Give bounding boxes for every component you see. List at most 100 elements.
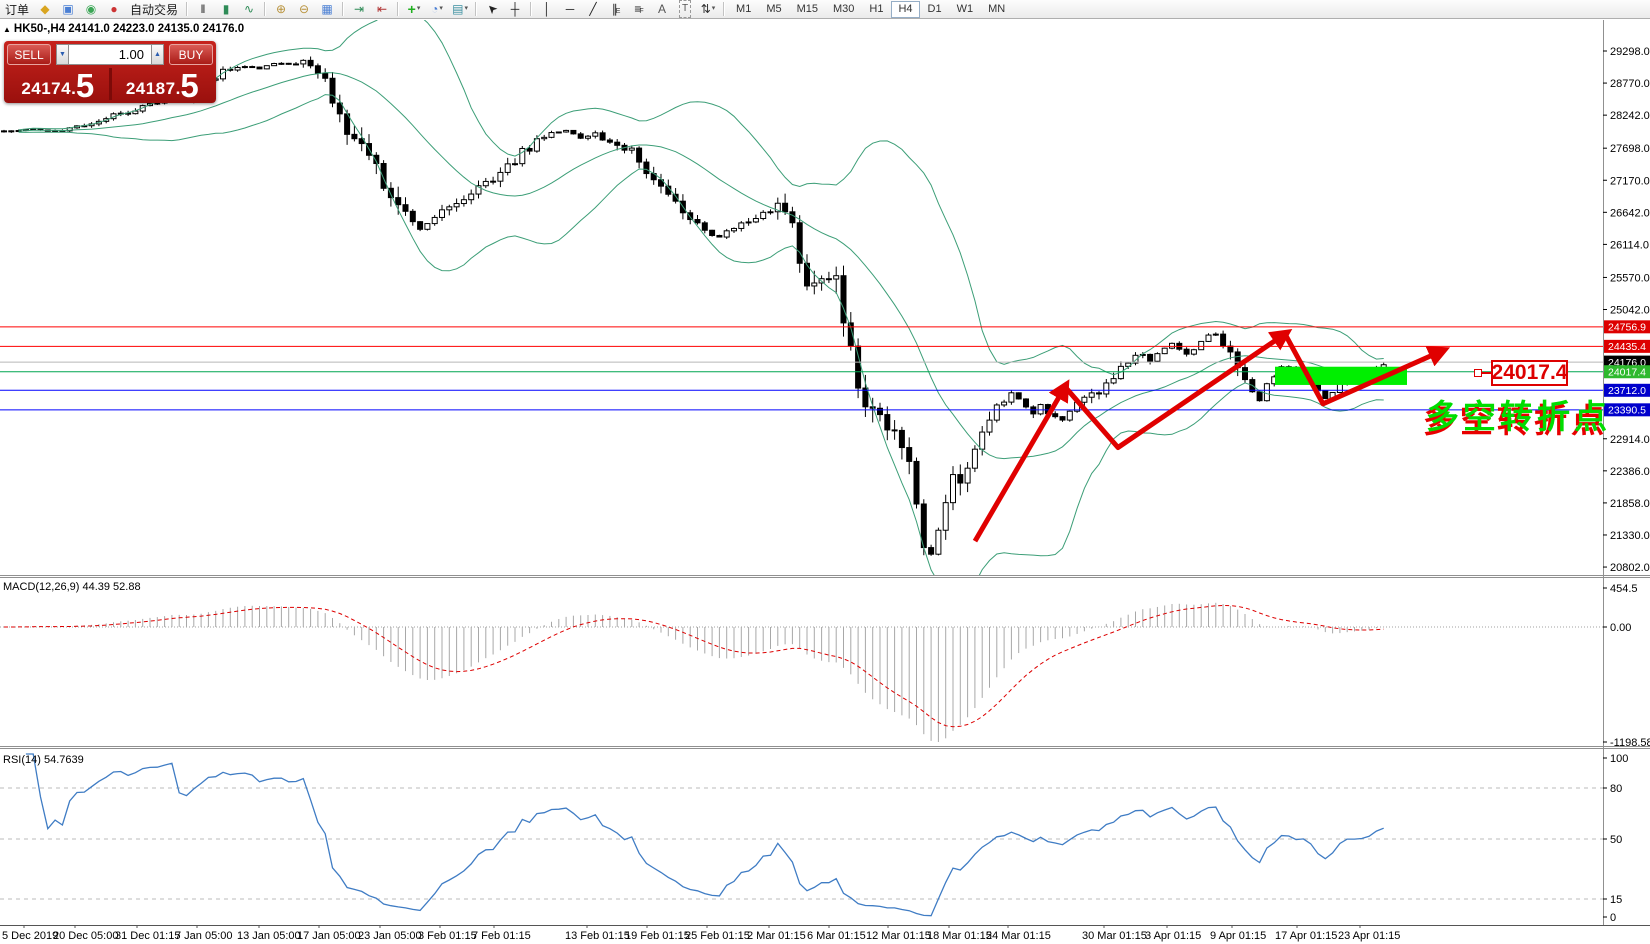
time-tick: 2 Mar 01:15 xyxy=(747,930,806,942)
price-tick-25042.0: 25042.0 xyxy=(1610,305,1650,317)
time-tick: 25 Feb 01:15 xyxy=(685,930,750,942)
annotation-handle xyxy=(1479,372,1493,374)
template-icon[interactable]: ▤ ▾ xyxy=(452,2,468,16)
toolbar-separator xyxy=(397,2,400,16)
time-tick: 3 Apr 01:15 xyxy=(1145,930,1201,942)
svg-text:24756.9: 24756.9 xyxy=(1608,322,1646,334)
timeframe-d1[interactable]: D1 xyxy=(927,2,942,15)
crosshair-icon[interactable]: ┼ xyxy=(510,2,520,16)
vertical-line-icon[interactable]: │ xyxy=(543,2,551,16)
autotrade-icon[interactable]: ● xyxy=(110,2,118,16)
rsi-line xyxy=(25,753,1384,917)
svg-text:24017.4: 24017.4 xyxy=(1608,367,1646,379)
channel-icon[interactable]: ∥ E xyxy=(611,2,621,16)
bollinger-lower-band xyxy=(18,94,1384,576)
time-tick: 13 Jan 05:00 xyxy=(237,930,301,942)
timeframe-h1[interactable]: H1 xyxy=(869,2,884,15)
turning-point-annotation[interactable]: 多空转折点 xyxy=(1426,398,1611,435)
price-badges: 24756.924435.424176.024017.423712.023390… xyxy=(1604,320,1650,417)
price-badge-23390.5 xyxy=(1604,403,1650,417)
timeframe-m5[interactable]: M5 xyxy=(766,2,782,15)
volume-up-button[interactable]: ▲ xyxy=(151,44,164,65)
macd-tick-0.00: 0.00 xyxy=(1610,622,1631,634)
text-label-icon[interactable]: T xyxy=(674,0,696,18)
one-click-trading-panel: SELL ▼ 1.00 ▲ BUY 24174. 5 24187. 5 xyxy=(4,41,216,103)
time-tick: 6 Mar 01:15 xyxy=(807,930,866,942)
new-order-label[interactable]: 订单 xyxy=(5,2,30,17)
macd-tick-454.5: 454.5 xyxy=(1610,583,1638,595)
sell-price-dot: . xyxy=(71,79,76,98)
trendline-icon[interactable]: ╱ xyxy=(589,2,597,16)
horizontal-line-icon[interactable]: ─ xyxy=(565,2,575,16)
timeframe-mn[interactable]: MN xyxy=(988,2,1006,15)
timeframe-w1[interactable]: W1 xyxy=(956,2,974,15)
price-annotation-label[interactable]: 24017.4 xyxy=(1474,360,1568,386)
buy-price-pip: 5 xyxy=(180,66,199,104)
toolbar-separator xyxy=(530,2,533,16)
price-tick-20802.0: 20802.0 xyxy=(1610,562,1650,574)
chart-window-icon: ▲ xyxy=(3,25,11,34)
arrows-icon[interactable]: ⇅ ▾ xyxy=(700,2,716,16)
time-tick: 13 Feb 01:15 xyxy=(565,930,630,942)
rsi-tick-15: 15 xyxy=(1610,894,1622,906)
timeframe-h4[interactable]: H4 xyxy=(891,0,920,18)
timeframe-m1[interactable]: M1 xyxy=(736,2,752,15)
time-tick: 17 Jan 05:00 xyxy=(297,930,361,942)
price-annotation-value: 24017.4 xyxy=(1491,361,1568,384)
price-tick-22914.0: 22914.0 xyxy=(1610,434,1650,446)
signal-icon[interactable]: ◉ xyxy=(85,2,97,16)
timeframe-m15[interactable]: M15 xyxy=(796,2,818,15)
zoom-out-icon[interactable]: ⊖ xyxy=(299,2,310,16)
time-tick: 12 Mar 01:15 xyxy=(866,930,931,942)
time-tick: 7 Feb 01:15 xyxy=(472,930,531,942)
tile-windows-icon[interactable]: ▦ xyxy=(321,2,333,16)
toolbar-separator xyxy=(342,2,345,16)
time-tick: 23 Apr 01:15 xyxy=(1338,930,1400,942)
autotrade-label[interactable]: 自动交易 xyxy=(130,2,179,17)
buy-button[interactable]: BUY xyxy=(169,44,213,65)
sell-price-main: 24174 xyxy=(21,79,72,98)
text-icon[interactable]: A xyxy=(658,2,667,16)
trend-arrow-segment-2 xyxy=(1063,328,1293,450)
time-tick: 7 Jan 05:00 xyxy=(175,930,233,942)
sell-price[interactable]: 24174. 5 xyxy=(7,66,109,104)
chart-title-text: HK50-,H4 24141.0 24223.0 24135.0 24176.0 xyxy=(13,23,245,35)
chart-shift-icon[interactable]: ⇤ xyxy=(377,2,388,16)
price-badge-24435.4 xyxy=(1604,339,1650,353)
price-tick-25570.0: 25570.0 xyxy=(1610,272,1650,284)
sell-button[interactable]: SELL xyxy=(7,44,51,65)
time-tick: 18 Mar 01:15 xyxy=(927,930,992,942)
time-tick: 23 Jan 05:00 xyxy=(358,930,422,942)
volume-down-button[interactable]: ▼ xyxy=(56,44,69,65)
pane-separators xyxy=(0,20,1650,926)
auto-scroll-icon[interactable]: ⇥ xyxy=(354,2,365,16)
line-chart-icon[interactable]: ∿ xyxy=(244,2,255,16)
terminal-icon[interactable]: ▣ xyxy=(62,2,74,16)
price-level-lines xyxy=(0,326,1603,411)
timeframe-m30[interactable]: M30 xyxy=(833,2,855,15)
volume-input[interactable]: 1.00 xyxy=(69,44,151,65)
bollinger-upper-band xyxy=(18,20,1384,376)
zoom-in-icon[interactable]: ⊕ xyxy=(276,2,287,16)
cursor-icon[interactable]: ➤ xyxy=(483,0,501,18)
time-tick: 24 Mar 01:15 xyxy=(986,930,1051,942)
chart-wizard-icon[interactable]: ◆ xyxy=(40,2,50,16)
toolbar-separator xyxy=(723,2,726,16)
rsi-tick-0: 0 xyxy=(1610,912,1616,924)
period-icon[interactable]: ◔ ▾ xyxy=(431,2,443,16)
trend-arrow-segment-1 xyxy=(972,379,1070,543)
macd-signal-line xyxy=(4,604,1384,728)
buy-price[interactable]: 24187. 5 xyxy=(112,66,214,104)
candlestick-icon[interactable]: ▮ xyxy=(222,2,230,16)
buy-price-dot: . xyxy=(175,79,181,98)
toolbar: 订单 ◆ ▣ ◉ ● 自动交易 ‖ ▮ ∿ ⊕ ⊖ ▦ ⇥ ⇤ + ▾ ◔ ▾ ▤ ▾ ➤ ┼ │ ─ ╱ ∥ E ≡ F A T ⇅ ▾ M1 M… xyxy=(0,0,1650,19)
sell-price-pip: 5 xyxy=(75,66,95,104)
rsi-tick-100: 100 xyxy=(1610,753,1628,765)
bar-chart-icon[interactable]: ‖ xyxy=(200,2,206,16)
fibonacci-icon[interactable]: ≡ F xyxy=(634,2,644,16)
price-tick-27698.0: 27698.0 xyxy=(1610,143,1650,155)
add-indicator-icon[interactable]: + ▾ xyxy=(407,1,421,17)
chart-title: ▲ HK50-,H4 24141.0 24223.0 24135.0 24176.… xyxy=(3,23,244,35)
